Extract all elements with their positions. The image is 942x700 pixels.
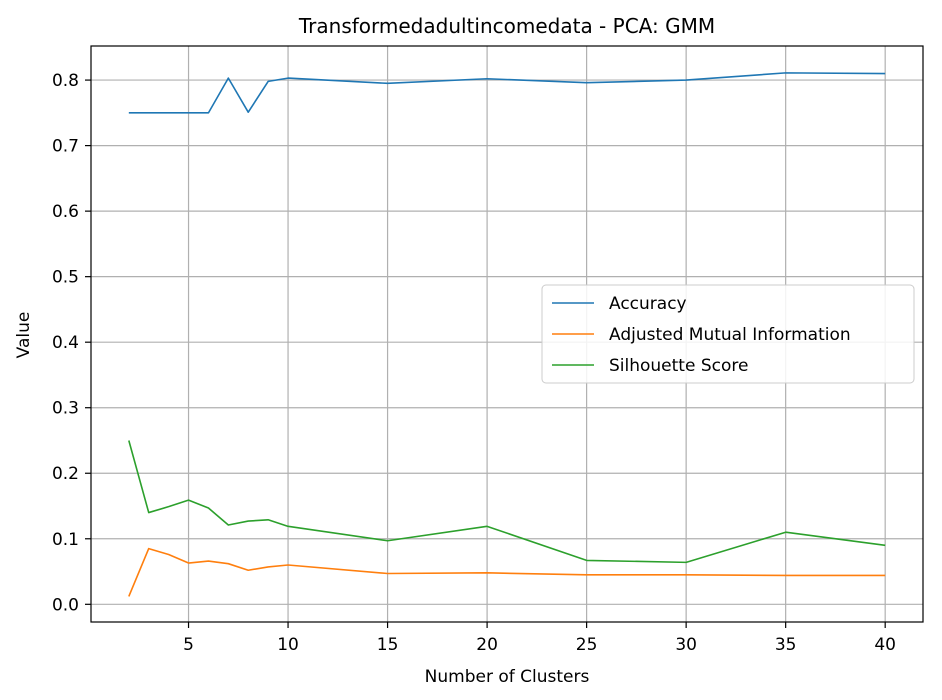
y-tick-label: 0.1 xyxy=(52,530,79,550)
y-axis-ticks: 0.0 0.1 0.2 0.3 0.4 0.5 0.6 0.7 0.8 xyxy=(52,71,91,615)
grid xyxy=(91,46,923,622)
x-tick-label: 20 xyxy=(476,635,498,655)
series-line-adjusted-mutual-information xyxy=(128,547,886,597)
chart-title: Transformedadultincomedata - PCA: GMM xyxy=(298,14,715,38)
plot-frame xyxy=(90,45,924,623)
y-tick-label: 0.7 xyxy=(52,137,79,157)
legend-label: Silhouette Score xyxy=(609,356,748,376)
legend-label: Accuracy xyxy=(609,294,687,314)
y-tick-label: 0.6 xyxy=(52,202,79,222)
legend-box xyxy=(541,284,915,384)
series-line-silhouette-score xyxy=(128,440,886,564)
y-tick-label: 0.2 xyxy=(52,464,79,484)
x-tick-label: 30 xyxy=(675,635,697,655)
y-axis-label: Value xyxy=(14,312,34,359)
x-axis-ticks: 5 10 15 20 25 30 35 40 xyxy=(183,622,896,655)
x-axis-label: Number of Clusters xyxy=(425,667,590,687)
legend-label: Adjusted Mutual Information xyxy=(609,325,851,345)
x-tick-label: 15 xyxy=(377,635,399,655)
y-tick-label: 0.0 xyxy=(52,595,79,615)
y-tick-label: 0.8 xyxy=(52,71,79,91)
x-tick-label: 5 xyxy=(183,635,194,655)
y-tick-label: 0.3 xyxy=(52,399,79,419)
series-line-accuracy xyxy=(128,72,886,114)
legend: Accuracy Adjusted Mutual Information Silho… xyxy=(541,284,915,384)
x-tick-label: 25 xyxy=(576,635,598,655)
y-tick-label: 0.4 xyxy=(52,333,79,353)
x-tick-label: 10 xyxy=(277,635,299,655)
x-tick-label: 40 xyxy=(874,635,896,655)
series-lines xyxy=(128,72,886,597)
y-tick-label: 0.5 xyxy=(52,268,79,288)
x-tick-label: 35 xyxy=(775,635,797,655)
